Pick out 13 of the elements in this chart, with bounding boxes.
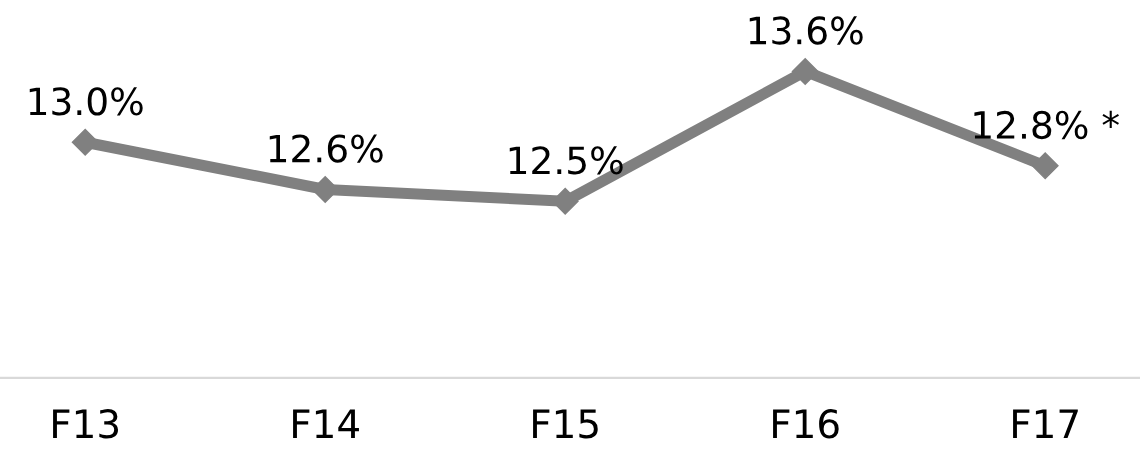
point [791, 57, 819, 85]
point [1031, 152, 1059, 180]
x-tick-label: F17 [1013, 409, 1078, 438]
point [71, 128, 99, 156]
x-tick-label: F15 [533, 409, 598, 439]
data-label: 13.0% [29, 87, 143, 116]
x-tick-label: F14 [293, 409, 359, 438]
x-tick-label: F16 [773, 409, 839, 439]
data-label: 12.8% * [974, 110, 1119, 140]
x-tick-label: F13 [53, 409, 119, 439]
data-label: 12.5% [509, 146, 623, 175]
data-label: 12.6% [269, 134, 383, 163]
data-label: 13.6% [749, 16, 863, 45]
